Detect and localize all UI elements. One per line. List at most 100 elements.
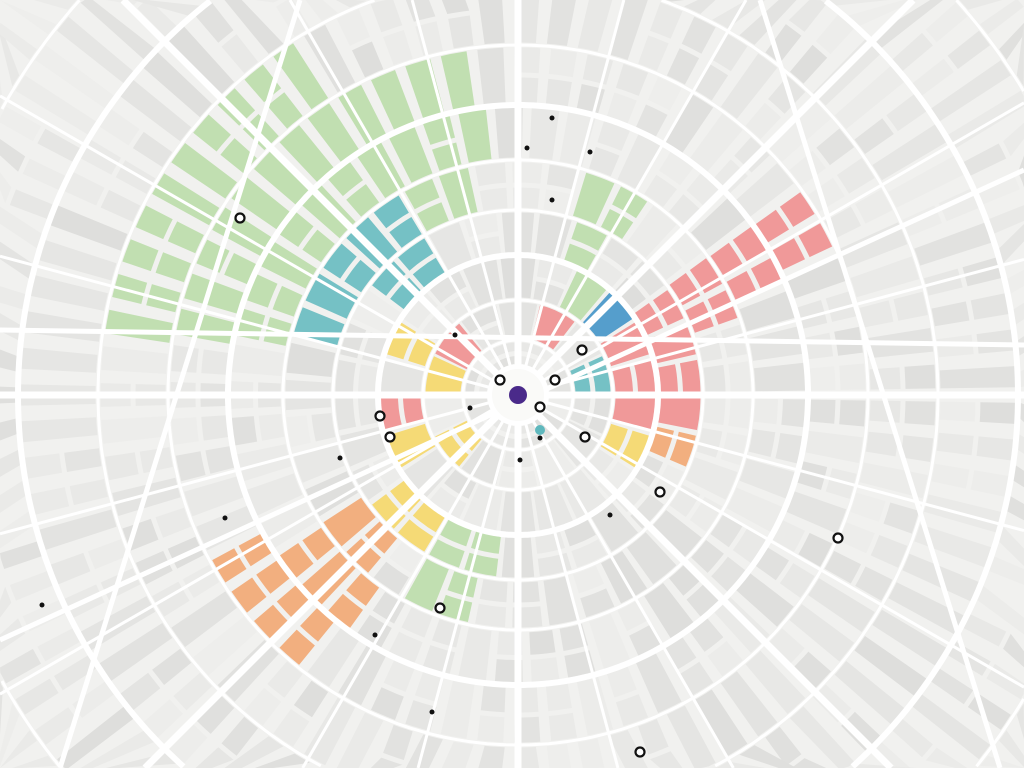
city-block xyxy=(931,301,970,327)
radial-avenue xyxy=(523,0,626,369)
city-block xyxy=(870,535,908,568)
district-block xyxy=(279,629,315,665)
city-block xyxy=(998,224,1024,264)
city-block xyxy=(9,571,53,601)
city-block xyxy=(1020,369,1024,388)
district-block xyxy=(279,212,314,247)
district-block xyxy=(122,239,159,272)
city-block xyxy=(588,396,611,434)
city-block xyxy=(755,547,789,581)
district-block xyxy=(217,88,256,126)
district-block xyxy=(657,397,701,431)
city-block xyxy=(804,430,863,464)
ring-pin-icon xyxy=(549,374,561,386)
city-block xyxy=(0,22,37,60)
city-block xyxy=(24,453,63,479)
boulevard xyxy=(757,0,1003,768)
city-block xyxy=(768,628,805,665)
city-block xyxy=(475,162,507,187)
city-block xyxy=(458,627,492,681)
district-block xyxy=(779,192,815,227)
district-block xyxy=(323,497,376,547)
city-block xyxy=(143,699,183,738)
city-block xyxy=(440,680,475,739)
city-block xyxy=(925,747,968,768)
city-block xyxy=(335,359,357,393)
district-block xyxy=(328,161,363,197)
city-block xyxy=(786,256,847,299)
ring-pin-icon xyxy=(576,344,588,356)
city-block xyxy=(582,54,614,85)
city-block xyxy=(258,413,285,441)
city-block xyxy=(0,449,21,477)
district-block xyxy=(302,527,335,561)
city-block xyxy=(195,747,234,768)
city-block xyxy=(224,736,284,768)
city-block xyxy=(373,561,409,595)
city-block xyxy=(854,636,927,696)
city-block xyxy=(694,689,748,757)
city-block xyxy=(543,189,573,215)
city-block xyxy=(155,507,191,538)
district-block xyxy=(364,521,398,554)
district-block xyxy=(267,92,303,129)
district-block xyxy=(732,226,767,262)
city-block xyxy=(0,139,26,172)
ring-pin-icon xyxy=(384,431,396,443)
city-block xyxy=(797,461,828,490)
city-block xyxy=(231,416,258,446)
district-block xyxy=(429,539,465,568)
city-block xyxy=(970,293,1009,320)
city-block xyxy=(748,429,776,457)
city-block xyxy=(681,16,716,54)
city-block xyxy=(477,715,505,743)
city-block xyxy=(914,524,992,568)
city-block xyxy=(976,436,1014,461)
city-block xyxy=(267,661,303,698)
city-block xyxy=(479,579,508,603)
city-block xyxy=(912,694,990,760)
city-block xyxy=(597,120,631,151)
ring-pin-icon xyxy=(634,746,646,758)
radial-avenue xyxy=(288,0,506,372)
city-block xyxy=(734,137,770,173)
city-block xyxy=(589,613,631,670)
city-block xyxy=(854,118,894,154)
city-block xyxy=(201,415,229,441)
city-block xyxy=(0,418,17,441)
city-block xyxy=(888,582,964,635)
city-block xyxy=(448,15,474,49)
city-block xyxy=(825,291,857,322)
city-block xyxy=(1003,633,1024,668)
city-block xyxy=(912,58,954,96)
district-block xyxy=(412,257,445,288)
city-block xyxy=(711,556,746,592)
city-block xyxy=(980,0,1024,35)
city-block xyxy=(914,222,992,266)
city-block xyxy=(788,0,827,32)
district-block xyxy=(371,70,415,130)
dot-marker-icon xyxy=(517,457,523,463)
city-block xyxy=(606,92,637,124)
city-block xyxy=(12,755,57,768)
city-block xyxy=(855,189,893,224)
radial-avenue xyxy=(142,412,501,768)
city-block xyxy=(545,78,572,107)
district-block xyxy=(305,273,358,319)
district-block xyxy=(256,560,290,594)
city-block xyxy=(35,45,115,109)
radial-avenue xyxy=(544,400,1024,533)
district-block xyxy=(458,109,492,163)
district-block xyxy=(440,519,472,547)
district-block xyxy=(373,195,409,229)
district-block xyxy=(346,573,380,606)
district-block xyxy=(346,217,398,269)
city-block xyxy=(892,718,933,758)
city-block xyxy=(246,473,303,516)
city-block xyxy=(286,342,336,377)
city-block xyxy=(72,681,115,718)
city-block xyxy=(689,113,743,172)
district-block xyxy=(405,58,445,119)
dot-marker-icon xyxy=(337,455,343,461)
